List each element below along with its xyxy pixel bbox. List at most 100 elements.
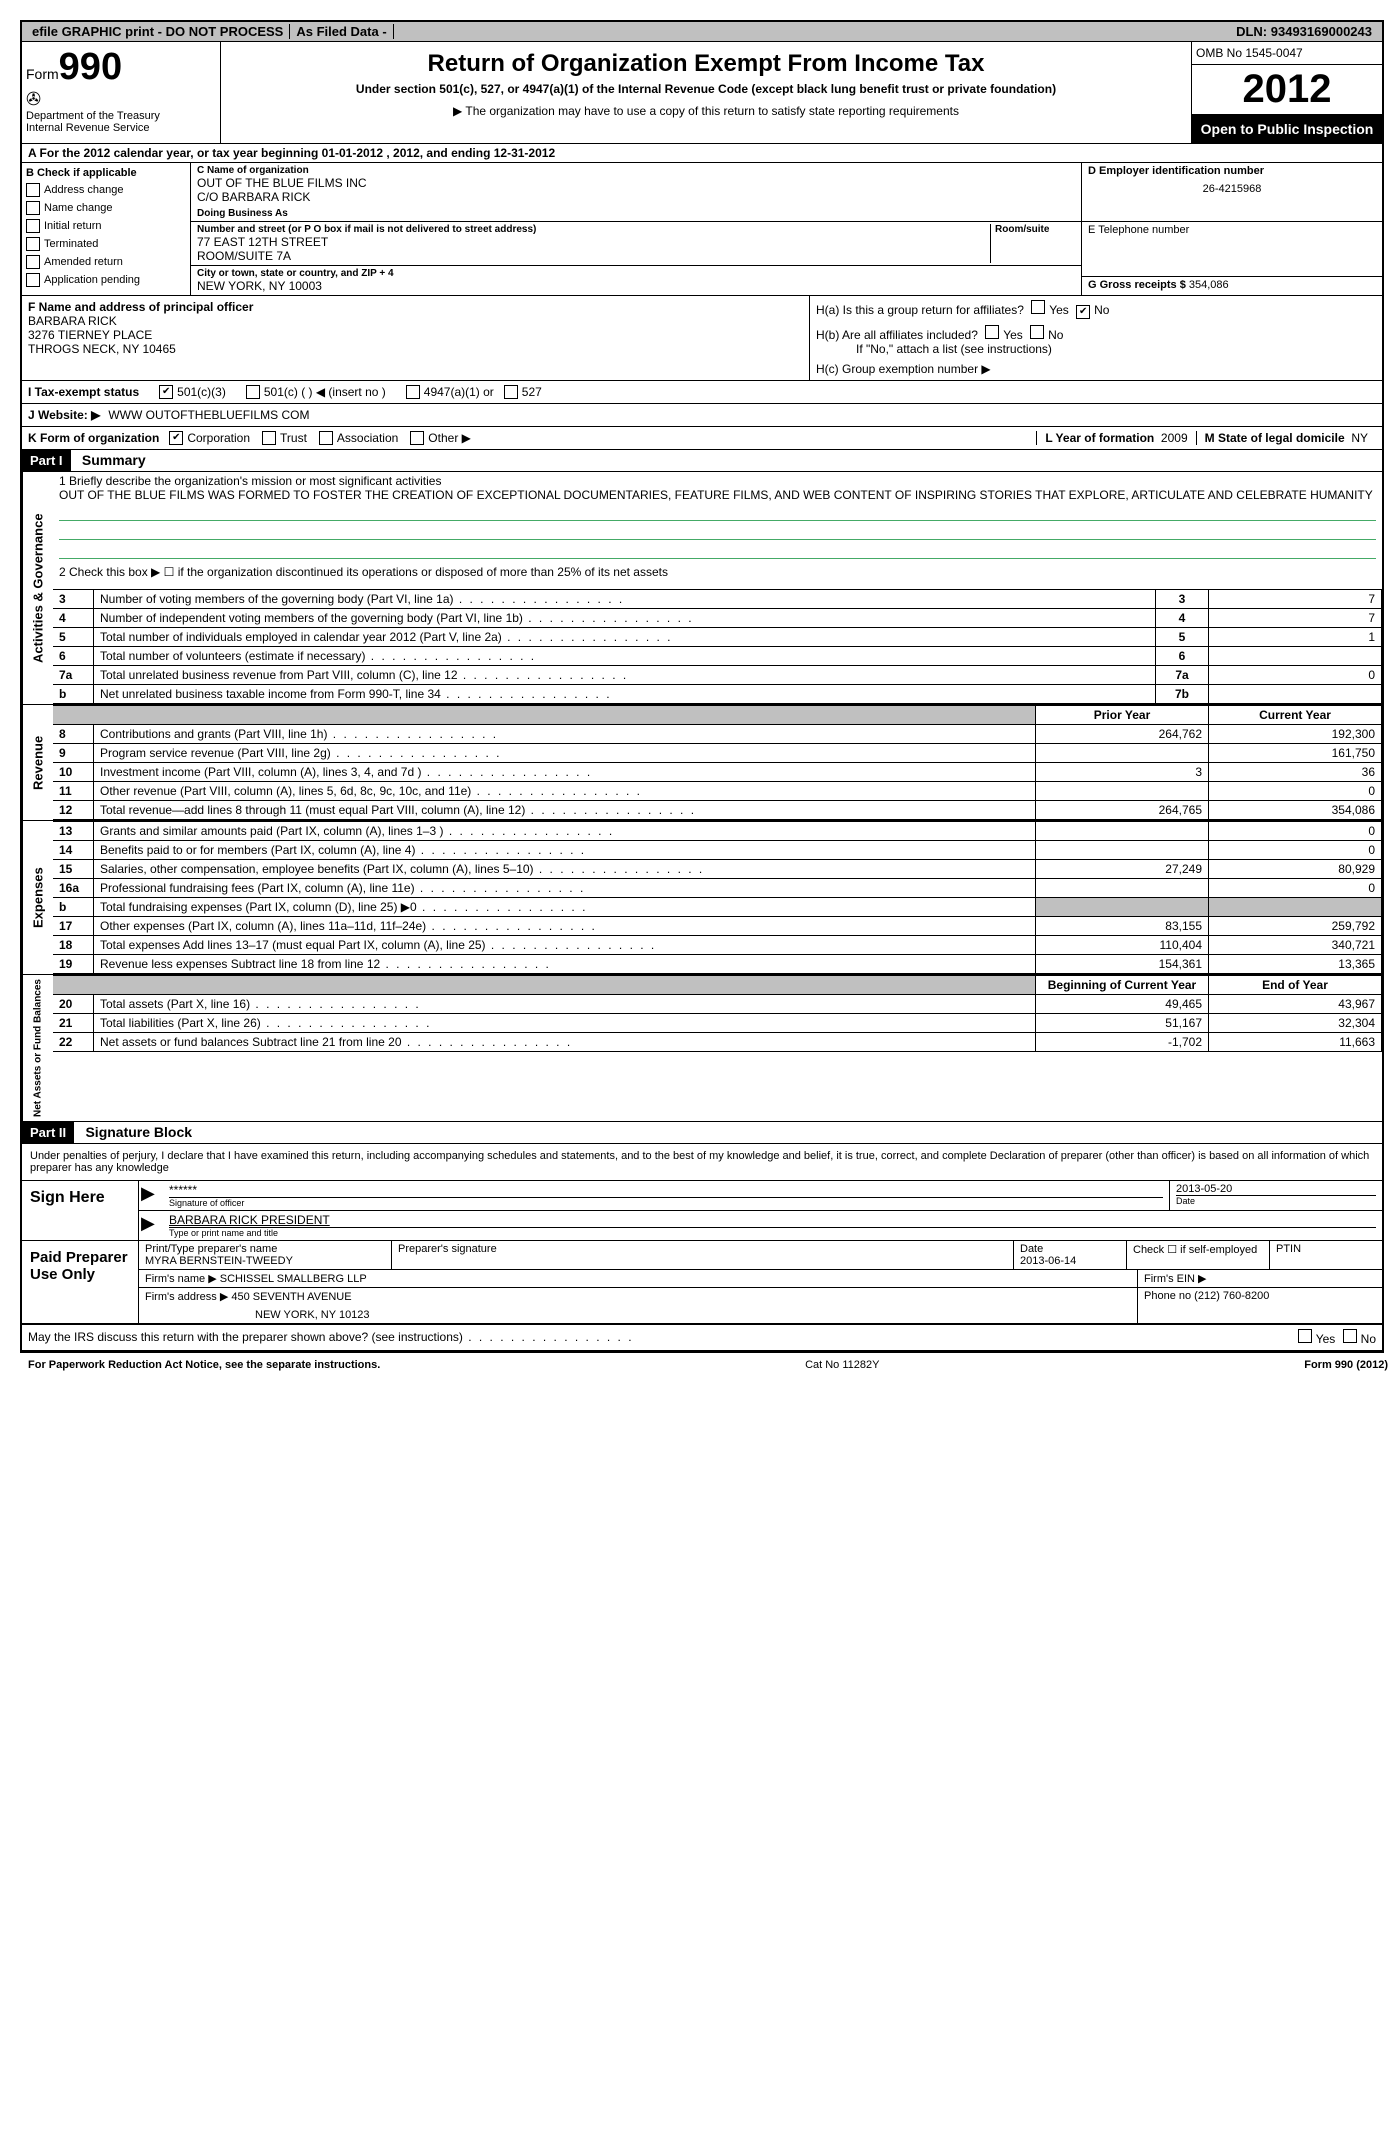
as-filed: As Filed Data - — [290, 24, 393, 39]
arrow-icon: ▶ — [139, 1211, 163, 1240]
table-row: 16aProfessional fundraising fees (Part I… — [53, 878, 1382, 897]
h-b: H(b) Are all affiliates included? Yes No — [816, 325, 1376, 342]
chk-initial-return[interactable]: Initial return — [26, 219, 186, 233]
form-990-container: efile GRAPHIC print - DO NOT PROCESS As … — [20, 20, 1384, 1353]
ptin-label: PTIN — [1270, 1241, 1382, 1269]
omb-number: OMB No 1545-0047 — [1192, 42, 1382, 65]
line-2-discontinued: 2 Check this box ▶ ☐ if the organization… — [53, 563, 1382, 581]
status-label: I Tax-exempt status — [28, 385, 139, 399]
h-b-note: If "No," attach a list (see instructions… — [856, 342, 1376, 356]
website-label: J Website: ▶ — [28, 408, 100, 422]
efile-notice: efile GRAPHIC print - DO NOT PROCESS — [26, 24, 290, 39]
column-b-checkboxes: B Check if applicable Address change Nam… — [22, 163, 191, 295]
table-row: 7aTotal unrelated business revenue from … — [53, 665, 1382, 684]
part-2-tag: Part II — [22, 1122, 74, 1143]
m-state-domicile: M State of legal domicile NY — [1196, 431, 1376, 445]
hdr-prior-year: Prior Year — [1036, 705, 1209, 724]
preparer-date: 2013-06-14 — [1020, 1255, 1120, 1267]
firm-phone: (212) 760-8200 — [1194, 1290, 1269, 1302]
h-a-yes-chk[interactable] — [1031, 300, 1045, 314]
paperwork-notice: For Paperwork Reduction Act Notice, see … — [28, 1359, 380, 1371]
ein-label: D Employer identification number — [1088, 165, 1376, 177]
table-row: 4Number of independent voting members of… — [53, 608, 1382, 627]
discuss-no-chk[interactable] — [1343, 1329, 1357, 1343]
addr-line1: 77 EAST 12TH STREET — [197, 235, 986, 249]
chk-app-pending[interactable]: Application pending — [26, 273, 186, 287]
h-b-no-chk[interactable] — [1030, 325, 1044, 339]
table-row: bTotal fundraising expenses (Part IX, co… — [53, 897, 1382, 916]
open-public-badge: Open to Public Inspection — [1192, 115, 1382, 143]
org-name-2: C/O BARBARA RICK — [197, 190, 1075, 204]
chk-other[interactable] — [410, 431, 424, 445]
part-2-header-row: Part II Signature Block — [22, 1122, 1382, 1144]
dln: DLN: 93493169000243 — [1230, 24, 1378, 39]
h-c-label: H(c) Group exemption number ▶ — [816, 362, 1376, 376]
summary-revenue: Revenue Prior YearCurrent Year 8Contribu… — [22, 705, 1382, 821]
hdr-beginning-year: Beginning of Current Year — [1036, 975, 1209, 994]
top-bar: efile GRAPHIC print - DO NOT PROCESS As … — [22, 22, 1382, 42]
self-employed-check[interactable]: Check ☐ if self-employed — [1127, 1241, 1270, 1269]
summary-net-assets: Net Assets or Fund Balances Beginning of… — [22, 975, 1382, 1122]
form-subtitle: Under section 501(c), 527, or 4947(a)(1)… — [229, 82, 1183, 96]
ein-cell: D Employer identification number 26-4215… — [1082, 163, 1382, 222]
table-row: 10Investment income (Part VIII, column (… — [53, 762, 1382, 781]
firm-addr2: NEW YORK, NY 10123 — [255, 1309, 1131, 1321]
h-a-no-chk[interactable]: ✔ — [1076, 305, 1090, 319]
tel-label: E Telephone number — [1088, 224, 1376, 236]
irs-discuss-row: May the IRS discuss this return with the… — [22, 1325, 1382, 1351]
addr-label: Number and street (or P O box if mail is… — [197, 224, 986, 235]
signature-date-label: Date — [1176, 1195, 1376, 1206]
mission-rule — [59, 523, 1376, 540]
header-right: OMB No 1545-0047 2012 Open to Public Ins… — [1192, 42, 1382, 143]
chk-corp[interactable]: ✔ — [169, 431, 183, 445]
chk-4947[interactable] — [406, 385, 420, 399]
website-value: WWW OUTOFTHEBLUEFILMS COM — [108, 408, 309, 422]
chk-amended[interactable]: Amended return — [26, 255, 186, 269]
line-1-mission: 1 Briefly describe the organization's mi… — [53, 472, 1382, 563]
chk-501c3[interactable]: ✔ — [159, 385, 173, 399]
addr-line2: ROOM/SUITE 7A — [197, 249, 986, 263]
net-assets-table: Beginning of Current YearEnd of Year 20T… — [53, 975, 1382, 1052]
chk-name-change[interactable]: Name change — [26, 201, 186, 215]
form-note: The organization may have to use a copy … — [229, 104, 1183, 118]
firm-name-label: Firm's name ▶ — [145, 1273, 217, 1285]
chk-address-change[interactable]: Address change — [26, 183, 186, 197]
chk-terminated[interactable]: Terminated — [26, 237, 186, 251]
irs-discuss-text: May the IRS discuss this return with the… — [28, 1330, 634, 1344]
officer-city: THROGS NECK, NY 10465 — [28, 342, 803, 356]
officer-name: BARBARA RICK — [28, 314, 803, 328]
officer-row: F Name and address of principal officer … — [22, 296, 1382, 381]
preparer-date-label: Date — [1020, 1243, 1120, 1255]
side-label-net-assets: Net Assets or Fund Balances — [22, 975, 53, 1121]
dba-label: Doing Business As — [197, 208, 1075, 219]
mission-text: OUT OF THE BLUE FILMS WAS FORMED TO FOST… — [59, 488, 1376, 502]
room-label: Room/suite — [995, 224, 1075, 235]
form-label: Form — [26, 66, 59, 82]
dln-value: 93493169000243 — [1271, 24, 1372, 39]
org-name-1: OUT OF THE BLUE FILMS INC — [197, 176, 1075, 190]
officer-printed-name: BARBARA RICK PRESIDENT — [169, 1213, 1376, 1227]
table-row: 5Total number of individuals employed in… — [53, 627, 1382, 646]
discuss-yes-chk[interactable] — [1298, 1329, 1312, 1343]
perjury-declaration: Under penalties of perjury, I declare th… — [22, 1144, 1382, 1181]
table-row: bNet unrelated business taxable income f… — [53, 684, 1382, 703]
table-row: 11Other revenue (Part VIII, column (A), … — [53, 781, 1382, 800]
mission-rule — [59, 504, 1376, 521]
firm-name: SCHISSEL SMALLBERG LLP — [220, 1273, 367, 1285]
signature-label: Signature of officer — [169, 1197, 1163, 1208]
firm-addr1: 450 SEVENTH AVENUE — [231, 1291, 351, 1303]
chk-assoc[interactable] — [319, 431, 333, 445]
org-name-label: C Name of organization — [197, 165, 1075, 176]
chk-501c[interactable] — [246, 385, 260, 399]
chk-527[interactable] — [504, 385, 518, 399]
chk-trust[interactable] — [262, 431, 276, 445]
header-mid: Return of Organization Exempt From Incom… — [221, 42, 1192, 143]
table-row: 8Contributions and grants (Part VIII, li… — [53, 724, 1382, 743]
h-b-yes-chk[interactable] — [985, 325, 999, 339]
table-row: 22Net assets or fund balances Subtract l… — [53, 1032, 1382, 1051]
form-number: 990 — [59, 46, 122, 88]
city-label: City or town, state or country, and ZIP … — [197, 268, 1075, 279]
part-2-title: Signature Block — [77, 1122, 200, 1142]
signature-mask: ****** — [169, 1183, 1163, 1197]
officer-addr: 3276 TIERNEY PLACE — [28, 328, 803, 342]
